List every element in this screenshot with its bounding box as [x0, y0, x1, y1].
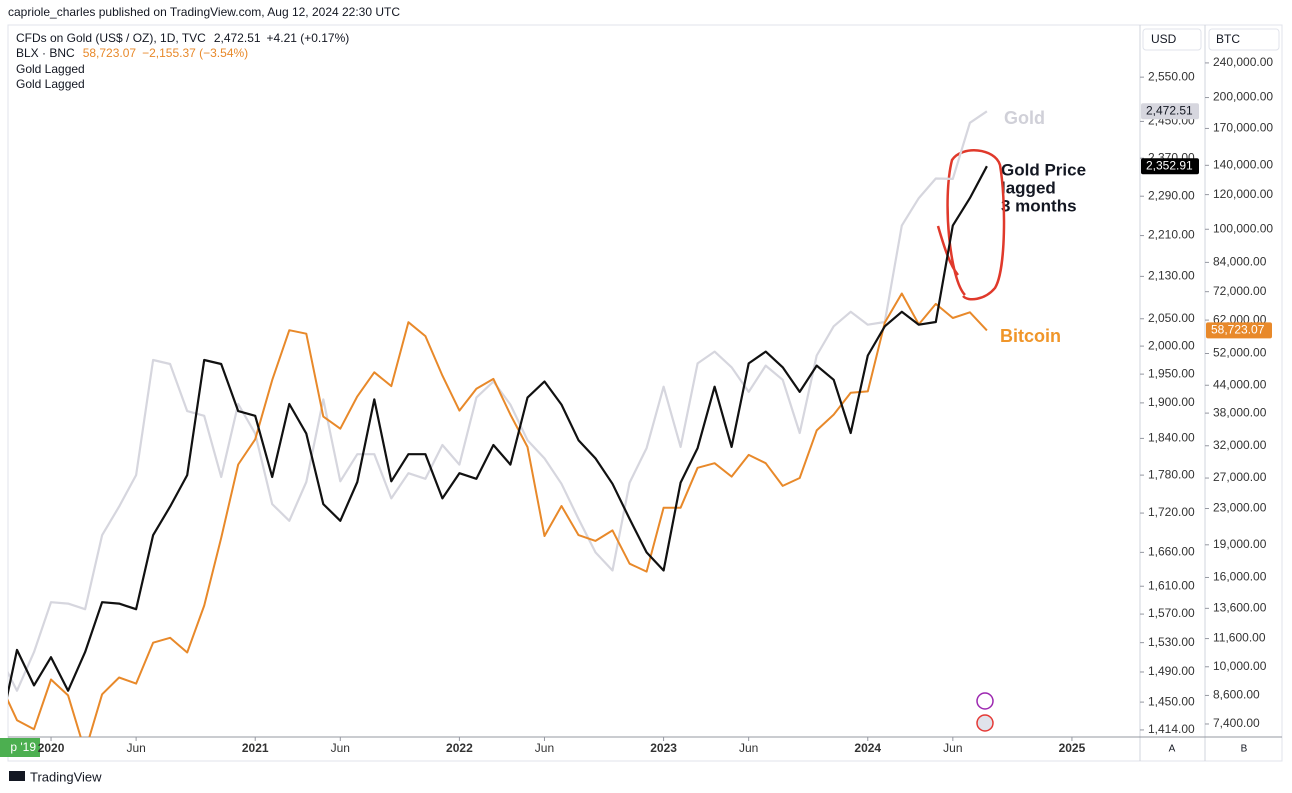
x-tick-label: Jun	[126, 741, 145, 755]
y2-tick-label: 140,000.00	[1213, 157, 1273, 171]
legend-name: BLX · BNC	[16, 46, 75, 60]
legend-last: 58,723.07	[83, 46, 137, 60]
y-tick-label: 1,720.00	[1148, 505, 1195, 519]
y-tick-label: 2,050.00	[1148, 311, 1195, 325]
y-tick-label: 1,840.00	[1148, 431, 1195, 445]
y2-tick-label: 8,600.00	[1213, 688, 1260, 702]
y2-tick-label: 84,000.00	[1213, 255, 1267, 269]
y-tick-label: 2,210.00	[1148, 228, 1195, 242]
legend-name: Gold Lagged	[16, 77, 85, 91]
axis-footer: B	[1241, 744, 1248, 755]
y-tick-label: 2,130.00	[1148, 269, 1195, 283]
series-line	[8, 165, 988, 698]
cursor-box	[0, 738, 40, 757]
y-tick-label: 2,290.00	[1148, 188, 1195, 202]
x-tick-label: 2020	[38, 741, 65, 755]
x-tick-label: 2022	[446, 741, 473, 755]
legend-row: BLX · BNC 58,723.07 −2,155.37 (−3.54%)	[16, 46, 248, 60]
price-tag-label: 2,472.51	[1146, 103, 1193, 117]
y-tick-label: 1,950.00	[1148, 366, 1195, 380]
y2-tick-label: 200,000.00	[1213, 90, 1273, 104]
axis-header: BTC	[1216, 32, 1240, 46]
y-tick-label: 1,530.00	[1148, 635, 1195, 649]
plot	[8, 110, 988, 737]
x-tick-label: Jun	[535, 741, 554, 755]
annotation: Gold Price	[1001, 160, 1086, 179]
y2-tick-label: 16,000.00	[1213, 570, 1267, 584]
price-tag-label: 2,352.91	[1146, 158, 1193, 172]
y-tick-label: 1,660.00	[1148, 545, 1195, 559]
y2-tick-label: 52,000.00	[1213, 346, 1267, 360]
y2-tick-label: 44,000.00	[1213, 377, 1267, 391]
y-tick-label: 1,570.00	[1148, 606, 1195, 620]
event-icon	[976, 714, 994, 732]
y2-tick-label: 170,000.00	[1213, 121, 1273, 135]
y2-tick-label: 7,400.00	[1213, 716, 1260, 730]
x-tick-label: 2021	[242, 741, 269, 755]
y-tick-label: 2,000.00	[1148, 338, 1195, 352]
x-tick-label: 2025	[1059, 741, 1086, 755]
chart-frame	[7, 24, 1283, 762]
axis-header-box	[1142, 28, 1202, 51]
price-tag	[1141, 103, 1199, 120]
legend-change: −2,155.37 (−3.54%)	[142, 46, 248, 60]
y2-tick-label: 10,000.00	[1213, 659, 1267, 673]
y2-tick-label: 100,000.00	[1213, 221, 1273, 235]
logo	[9, 771, 25, 781]
price-tag	[1206, 322, 1272, 339]
y2-tick-label: 23,000.00	[1213, 501, 1267, 515]
axis-header-box	[1208, 28, 1280, 51]
x-tick-label: Jun	[943, 741, 962, 755]
y2-tick-label: 13,600.00	[1213, 601, 1267, 615]
y2-tick-label: 32,000.00	[1213, 438, 1267, 452]
y2-tick-label: 72,000.00	[1213, 284, 1267, 298]
legend-row: CFDs on Gold (US$ / OZ), 1D, TVC 2,472.51…	[16, 31, 349, 45]
annotation: Gold	[1004, 108, 1045, 128]
x-tick-label: Jun	[739, 741, 758, 755]
y2-tick-label: 240,000.00	[1213, 55, 1273, 69]
y2-tick-label: 38,000.00	[1213, 405, 1267, 419]
y-tick-label: 1,490.00	[1148, 664, 1195, 678]
top-bar: capriole_charles published on TradingVie…	[8, 5, 400, 19]
annotation: 3 months	[1001, 196, 1077, 215]
event-icon	[976, 692, 994, 710]
y-tick-label: 1,414.00	[1148, 722, 1195, 736]
axis-footer: A	[1169, 744, 1176, 755]
annotation: lagged	[1001, 178, 1056, 197]
y-tick-label: 2,550.00	[1148, 69, 1195, 83]
y-tick-label: 1,780.00	[1148, 467, 1195, 481]
y-tick-label: 1,610.00	[1148, 578, 1195, 592]
y-tick-label: 1,450.00	[1148, 694, 1195, 708]
y2-tick-label: 19,000.00	[1213, 537, 1267, 551]
y2-tick-label: 11,600.00	[1213, 631, 1266, 645]
series-line	[8, 110, 988, 692]
y-tick-label: 1,900.00	[1148, 395, 1195, 409]
x-tick-label: Jun	[331, 741, 350, 755]
footer: TradingView	[30, 769, 102, 784]
legend-name: CFDs on Gold (US$ / OZ), 1D, TVC	[16, 31, 206, 45]
x-tick-label: 2023	[650, 741, 677, 755]
x-tick-label: 2024	[854, 741, 881, 755]
legend-name: Gold Lagged	[16, 62, 85, 76]
series-line	[8, 292, 988, 737]
legend-last: 2,472.51	[214, 31, 261, 45]
price-tag-label: 58,723.07	[1211, 323, 1265, 337]
price-tag	[1141, 158, 1199, 175]
axis-header: USD	[1151, 32, 1177, 46]
legend-change: +4.21 (+0.17%)	[267, 31, 350, 45]
annotation: Bitcoin	[1000, 326, 1061, 346]
y2-tick-label: 120,000.00	[1213, 187, 1273, 201]
y2-tick-label: 27,000.00	[1213, 470, 1267, 484]
cursor-label: p '19	[10, 740, 36, 754]
